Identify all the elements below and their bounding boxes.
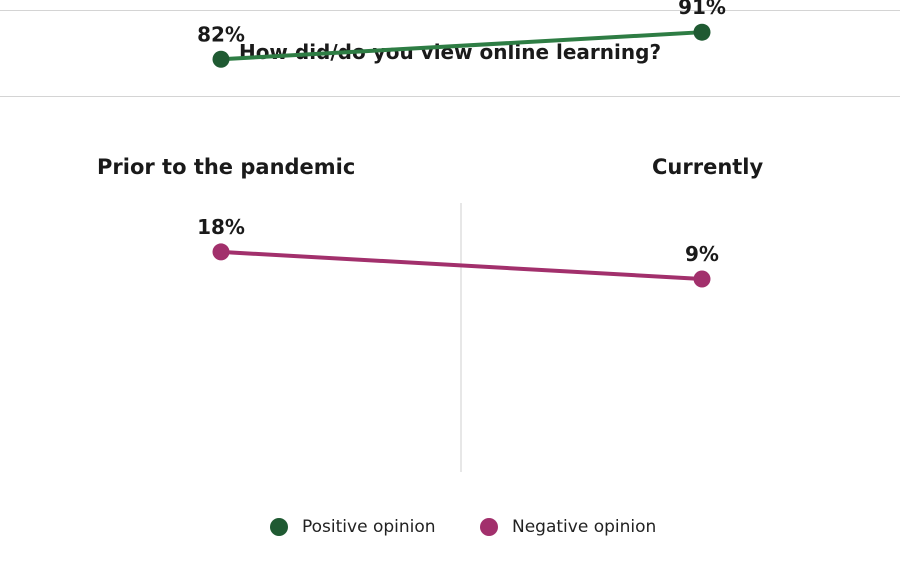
data-point-negative-1 <box>693 270 711 288</box>
chart-title: How did/do you view online learning? <box>238 40 662 64</box>
data-point-positive-1 <box>693 23 711 41</box>
data-label-positive-1: 91% <box>678 0 726 19</box>
legend-marker-negative <box>480 518 498 536</box>
category-label-prior: Prior to the pandemic <box>97 155 356 179</box>
data-label-negative-1: 9% <box>685 242 719 266</box>
series-line-positive <box>219 30 704 62</box>
legend-item-negative: Negative opinion <box>480 517 656 537</box>
category-label-currently: Currently <box>652 155 764 179</box>
legend-item-positive: Positive opinion <box>270 517 436 537</box>
data-label-negative-0: 18% <box>197 215 245 239</box>
legend-label-negative: Negative opinion <box>512 517 657 537</box>
legend: Positive opinion Negative opinion <box>0 517 900 541</box>
data-label-positive-0: 82% <box>197 22 245 46</box>
title-divider <box>0 96 900 97</box>
series-line-negative <box>219 249 704 282</box>
top-divider <box>0 10 900 11</box>
data-point-negative-0 <box>212 243 230 261</box>
legend-label-positive: Positive opinion <box>302 517 436 537</box>
legend-marker-positive <box>270 518 288 536</box>
data-point-positive-0 <box>212 50 230 68</box>
